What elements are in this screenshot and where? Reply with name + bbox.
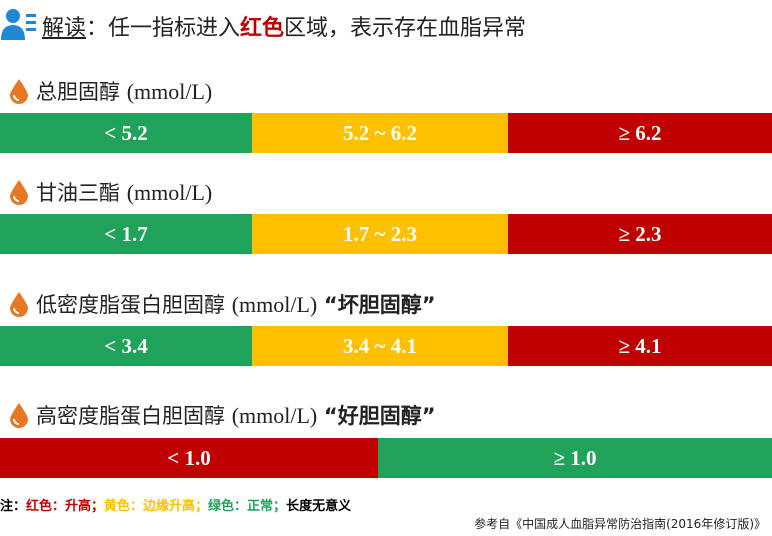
drop-icon [10, 79, 28, 104]
section-tag: “坏胆固醇” [323, 293, 436, 317]
header: 解读：任一指标进入红色区域，表示存在血脂异常 [42, 10, 526, 42]
drop-icon [10, 403, 28, 428]
section-unit: (mmol/L) [231, 403, 318, 428]
segment-red: < 1.0 [0, 438, 378, 478]
section-name: 甘油三酯 [36, 181, 120, 205]
section-unit: (mmol/L) [126, 79, 213, 104]
segment-green: ≥ 1.0 [378, 438, 772, 478]
note-yellow: 黄色：边缘升高； [104, 499, 209, 514]
segment-red: ≥ 6.2 [508, 113, 772, 153]
section-title: 低密度脂蛋白胆固醇 (mmol/L) “坏胆固醇” [36, 289, 436, 319]
section-title: 高密度脂蛋白胆固醇 (mmol/L) “好胆固醇” [36, 400, 436, 430]
user-icon [1, 9, 36, 40]
range-bar: < 5.2 5.2 ~ 6.2 ≥ 6.2 [0, 113, 772, 153]
segment-red: ≥ 2.3 [508, 214, 772, 254]
segment-yellow: 5.2 ~ 6.2 [252, 113, 508, 153]
note: 注：红色：升高；黄色：边缘升高；绿色：正常；长度无意义 [0, 495, 351, 514]
note-label: 注： [0, 499, 27, 514]
section-name: 低密度脂蛋白胆固醇 [36, 293, 225, 317]
segment-green: < 1.7 [0, 214, 252, 254]
note-green: 绿色：正常； [208, 499, 287, 514]
section-unit: (mmol/L) [126, 180, 213, 205]
segment-yellow: 3.4 ~ 4.1 [252, 326, 508, 366]
section-name: 总胆固醇 [36, 80, 120, 104]
header-label: 解读 [42, 16, 87, 41]
section-name: 高密度脂蛋白胆固醇 [36, 404, 225, 428]
segment-green: < 5.2 [0, 113, 252, 153]
note-red: 红色：升高； [26, 499, 105, 514]
segment-red: ≥ 4.1 [508, 326, 772, 366]
header-text: 区域，表示存在血脂异常 [284, 16, 527, 41]
range-bar: < 1.0 ≥ 1.0 [0, 438, 772, 478]
source: 参考自《中国成人血脂异常防治指南(2016年修订版)》 [474, 517, 766, 531]
note-length: 长度无意义 [286, 499, 352, 514]
drop-icon [10, 292, 28, 317]
range-bar: < 1.7 1.7 ~ 2.3 ≥ 2.3 [0, 214, 772, 254]
section-title: 甘油三酯 (mmol/L) [36, 177, 212, 207]
range-bar: < 3.4 3.4 ~ 4.1 ≥ 4.1 [0, 326, 772, 366]
section-tag: “好胆固醇” [323, 404, 436, 428]
segment-yellow: 1.7 ~ 2.3 [252, 214, 508, 254]
header-red: 红色 [240, 16, 285, 41]
segment-green: < 3.4 [0, 326, 252, 366]
drop-icon [10, 180, 28, 205]
section-unit: (mmol/L) [231, 292, 318, 317]
section-title: 总胆固醇 (mmol/L) [36, 76, 212, 106]
header-text: ：任一指标进入 [86, 16, 241, 41]
